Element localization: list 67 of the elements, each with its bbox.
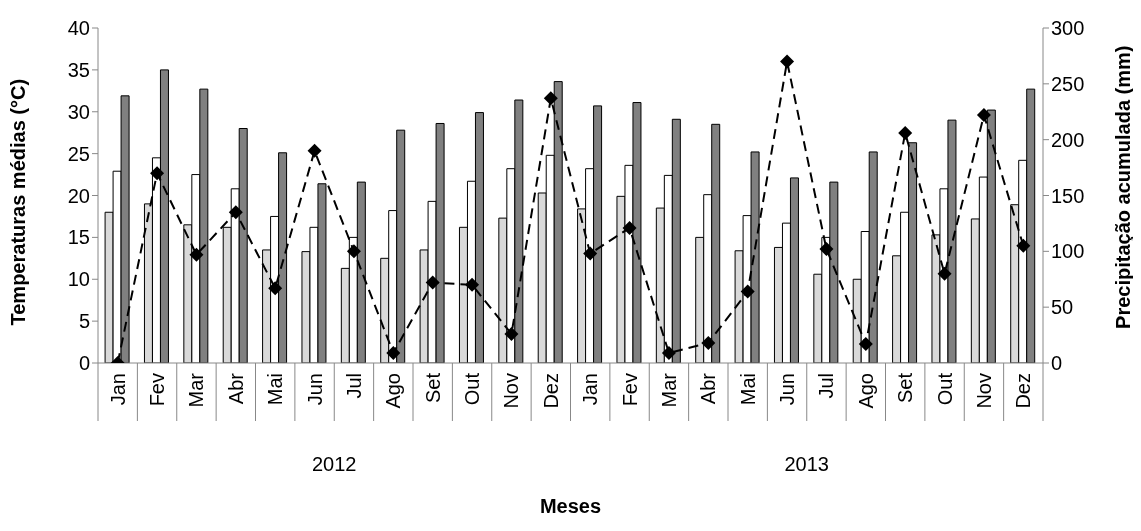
y-tick-label: 25 [67, 142, 90, 165]
x-tick-label: Fev [618, 373, 641, 407]
y-tick-label: 20 [67, 184, 90, 207]
y2-tick-label: 50 [1051, 296, 1074, 319]
x-tick-label: Jun [303, 373, 326, 406]
x-tick-label: Nov [500, 373, 523, 409]
x-axis-title: Meses [539, 495, 602, 517]
point [937, 266, 952, 281]
point [661, 345, 676, 360]
x-tick-label: Dez [539, 373, 562, 409]
text: 2012 [311, 453, 358, 476]
x-tick-label: Abr [697, 372, 720, 405]
y2-tick-label: 100 [1051, 240, 1085, 263]
x-tick-label: Jul [815, 373, 838, 399]
x-tick-label: Jan [106, 373, 129, 406]
x-tick-label: Out [461, 372, 484, 406]
x-tick-label: Out [933, 372, 956, 406]
point [858, 337, 873, 352]
y-tick-label: 0 [78, 352, 90, 375]
x-tick-label: Set [421, 372, 444, 404]
y2-tick-label: 150 [1051, 184, 1085, 207]
y-tick-label: 35 [67, 58, 90, 81]
y2-tick-label: 0 [1051, 352, 1063, 375]
point [1016, 238, 1031, 253]
text: 2013 [783, 453, 830, 476]
y-tick-label: 40 [67, 17, 90, 40]
x-tick-label: Jan [579, 373, 602, 406]
x-tick-label: Abr [224, 372, 247, 405]
x-tick-label: Mar [657, 372, 680, 408]
y-tick-label: 10 [67, 268, 90, 291]
point [701, 335, 716, 350]
point [976, 108, 991, 123]
point [307, 143, 322, 158]
point [543, 91, 558, 106]
point [268, 281, 283, 296]
y-tick-label: 5 [78, 310, 90, 333]
y2-tick-label: 300 [1051, 17, 1085, 40]
x-tick-label: Jun [776, 373, 799, 406]
x-tick-label: Set [894, 372, 917, 404]
y-tick-label: 15 [67, 226, 90, 249]
point [819, 242, 834, 257]
point [740, 284, 755, 299]
x-tick-label: Mar [185, 372, 208, 408]
point [583, 246, 598, 261]
x-tick-label: Fev [146, 373, 169, 407]
point [228, 205, 243, 220]
y2-tick-label: 200 [1051, 128, 1085, 151]
y-tick-label: 30 [67, 100, 90, 123]
y-axis-title: Temperaturas médias (°C) [7, 78, 30, 326]
point [386, 345, 401, 360]
point [504, 326, 519, 341]
point [346, 244, 361, 259]
point [425, 275, 440, 290]
point [622, 220, 637, 235]
x-tick-label: Dez [1012, 373, 1035, 409]
point [780, 54, 795, 69]
x-tick-label: Ago [382, 373, 405, 409]
x-tick-label: Jul [342, 373, 365, 399]
x-tick-label: Ago [854, 373, 877, 409]
x-tick-label: Mai [736, 373, 759, 406]
y2-tick-label: 250 [1051, 72, 1085, 95]
x-tick-label: Mai [264, 373, 287, 406]
point [465, 277, 480, 292]
point [189, 247, 204, 262]
x-tick-label: Nov [972, 373, 995, 409]
point [150, 166, 165, 181]
point [898, 125, 913, 140]
